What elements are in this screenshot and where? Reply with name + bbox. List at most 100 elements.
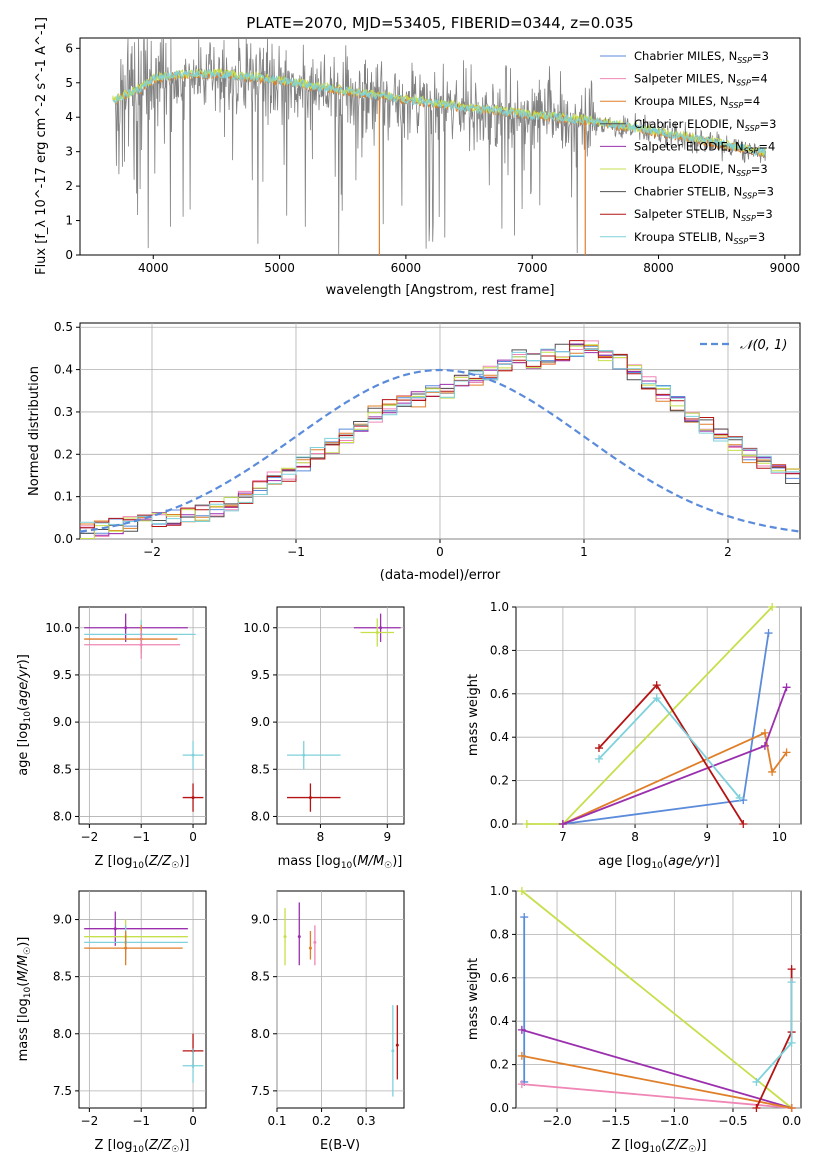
point-marker <box>379 626 383 630</box>
point-marker <box>191 753 195 757</box>
x-tick-label: 0.2 <box>312 1114 331 1128</box>
x-tick-label: 8000 <box>643 261 674 275</box>
weight-point-marker <box>787 978 796 987</box>
weight-point-marker <box>594 744 603 753</box>
weight-vs-Z-panel: −2.0 −1.5 −1.0 −0.5 0.0 0.0 0.2 0.4 0.6 0.8 1.0 Z … <box>466 884 802 1155</box>
point-marker <box>191 796 195 800</box>
gaussian-legend-label: 𝒩(0, 1) <box>740 338 787 353</box>
legend-label: Kroupa ELODIE, NSSP=3 <box>634 162 768 178</box>
point-marker <box>124 626 128 630</box>
weight-vs-age-content: 7 8 9 10 0.0 0.2 0.4 0.6 0.8 1.0 <box>490 600 801 844</box>
weight-vs-Z-content: −2.0 −1.5 −1.0 −0.5 0.0 0.0 0.2 0.4 0.6 0.8 1.0 <box>490 884 801 1128</box>
x-tick-label: 6000 <box>391 261 422 275</box>
x-tick-label: 10 <box>772 830 787 844</box>
y-tick-label: 1 <box>65 214 73 228</box>
y-tick-label: 7.5 <box>53 1084 72 1098</box>
y-tick-label: 0.0 <box>490 817 509 831</box>
age-vs-Z-xlabel: Z [log10(Z/Z☉)] <box>95 854 190 871</box>
legend-label: Salpeter MILES, NSSP=4 <box>634 72 768 88</box>
y-tick-label: 8.5 <box>251 762 270 776</box>
weight-series-line <box>755 969 793 1109</box>
x-tick-label: 1 <box>580 545 588 559</box>
point-marker <box>313 940 317 944</box>
y-tick-label: 8.5 <box>53 970 72 984</box>
legend-label: Kroupa MILES, NSSP=4 <box>634 94 760 110</box>
age-vs-Z-frame <box>78 606 207 825</box>
y-tick-label: 8.5 <box>53 762 72 776</box>
y-tick-label: 2 <box>65 179 73 193</box>
weight-point-marker <box>782 748 791 757</box>
x-tick-label: 0.0 <box>782 1114 801 1128</box>
y-tick-label: 0.1 <box>54 490 73 504</box>
weight-point-marker <box>760 728 769 737</box>
weight-vs-Z-frame <box>515 890 802 1109</box>
weight-point-marker <box>652 681 661 690</box>
age-vs-Z-ylabel: age [log10(age/yr)] <box>16 654 33 776</box>
spectrum-ylabel: Flux [f_λ 10^-17 erg cm^-2 s^-1 A^-1] <box>34 17 49 275</box>
y-tick-label: 3 <box>65 145 73 159</box>
y-tick-label: 5 <box>65 76 73 90</box>
legend-label: Chabrier ELODIE, NSSP=3 <box>634 117 776 133</box>
x-tick-label: 7000 <box>517 261 548 275</box>
y-tick-label: 9.5 <box>53 668 72 682</box>
spectrum-panel: 4000 5000 6000 7000 8000 9000 0 1 2 3 4 5 6 Chabrier… <box>34 17 801 298</box>
weight-vs-age-panel: 7 8 9 10 0.0 0.2 0.4 0.6 0.8 1.0 age [log10(age/y… <box>466 600 802 871</box>
age-vs-mass-content: 8 9 8.0 8.5 9.0 9.5 10.0 <box>243 607 404 844</box>
y-tick-label: 4 <box>65 110 73 124</box>
y-tick-label: 8.0 <box>53 1027 72 1041</box>
x-tick-label: 9 <box>383 830 391 844</box>
y-tick-label: 0 <box>65 248 73 262</box>
point-marker <box>113 927 117 931</box>
mass-vs-Z-ylabel: mass [log10(M/M☉)] <box>16 937 33 1062</box>
point-marker <box>302 753 306 757</box>
weight-series-line <box>521 890 793 1109</box>
y-tick-label: 0.0 <box>54 532 73 546</box>
point-marker <box>139 643 143 647</box>
y-tick-label: 10.0 <box>243 621 270 635</box>
page-title: PLATE=2070, MJD=53405, FIBERID=0344, z=0… <box>246 14 633 32</box>
x-tick-label: 0.3 <box>357 1114 376 1128</box>
weight-point-marker <box>782 683 791 692</box>
mass-vs-ebv-frame <box>276 890 405 1109</box>
weight-point-marker <box>517 1025 526 1034</box>
x-tick-label: −2 <box>81 1114 99 1128</box>
spectrum-ticks: 4000 5000 6000 7000 8000 9000 0 1 2 3 4 5 6 <box>65 41 800 275</box>
mass-vs-Z-frame <box>78 890 207 1109</box>
age-vs-mass-frame <box>276 606 405 825</box>
x-tick-label: 9000 <box>770 261 801 275</box>
legend-label: Salpeter STELIB, NSSP=3 <box>634 207 773 223</box>
x-tick-label: −1 <box>287 545 305 559</box>
x-tick-label: 8 <box>631 830 639 844</box>
point-marker <box>395 1043 399 1047</box>
weight-point-marker <box>517 1051 526 1060</box>
y-tick-label: 9.0 <box>251 913 270 927</box>
x-tick-label: −1 <box>132 830 150 844</box>
residual-histogram-series <box>80 348 800 525</box>
age-vs-mass-panel: 8 9 8.0 8.5 9.0 9.5 10.0 mass [log10(M/M☉)] <box>243 606 405 871</box>
x-tick-label: 2 <box>724 545 732 559</box>
x-tick-label: −1.5 <box>601 1114 630 1128</box>
spectrum-legend: Chabrier MILES, NSSP=3 Salpeter MILES, NS… <box>600 49 776 246</box>
x-tick-label: −1.0 <box>660 1114 689 1128</box>
spectrum-lines <box>112 37 766 255</box>
point-marker <box>375 630 379 634</box>
x-tick-label: 7 <box>559 830 567 844</box>
weight-series-line <box>755 982 793 1083</box>
x-tick-label: −2 <box>143 545 161 559</box>
weight-point-marker <box>594 754 603 763</box>
mass-vs-Z-content: −2 −1 0 7.5 8.0 8.5 9.0 <box>53 891 206 1128</box>
spectrum-frame <box>79 37 801 256</box>
point-marker <box>124 946 128 950</box>
weight-point-marker <box>520 913 529 922</box>
weight-point-marker <box>558 820 567 828</box>
y-tick-label: 8.5 <box>251 970 270 984</box>
y-tick-label: 0.8 <box>490 643 509 657</box>
x-tick-label: −2.0 <box>542 1114 571 1128</box>
mass-vs-ebv-xlabel: E(B-V) <box>320 1138 360 1153</box>
y-tick-label: 0.2 <box>54 447 73 461</box>
legend-label: Salpeter ELODIE, NSSP=4 <box>634 139 775 155</box>
x-tick-label: −0.5 <box>718 1114 747 1128</box>
residuals-histograms <box>80 340 800 539</box>
y-tick-label: 9.0 <box>251 715 270 729</box>
